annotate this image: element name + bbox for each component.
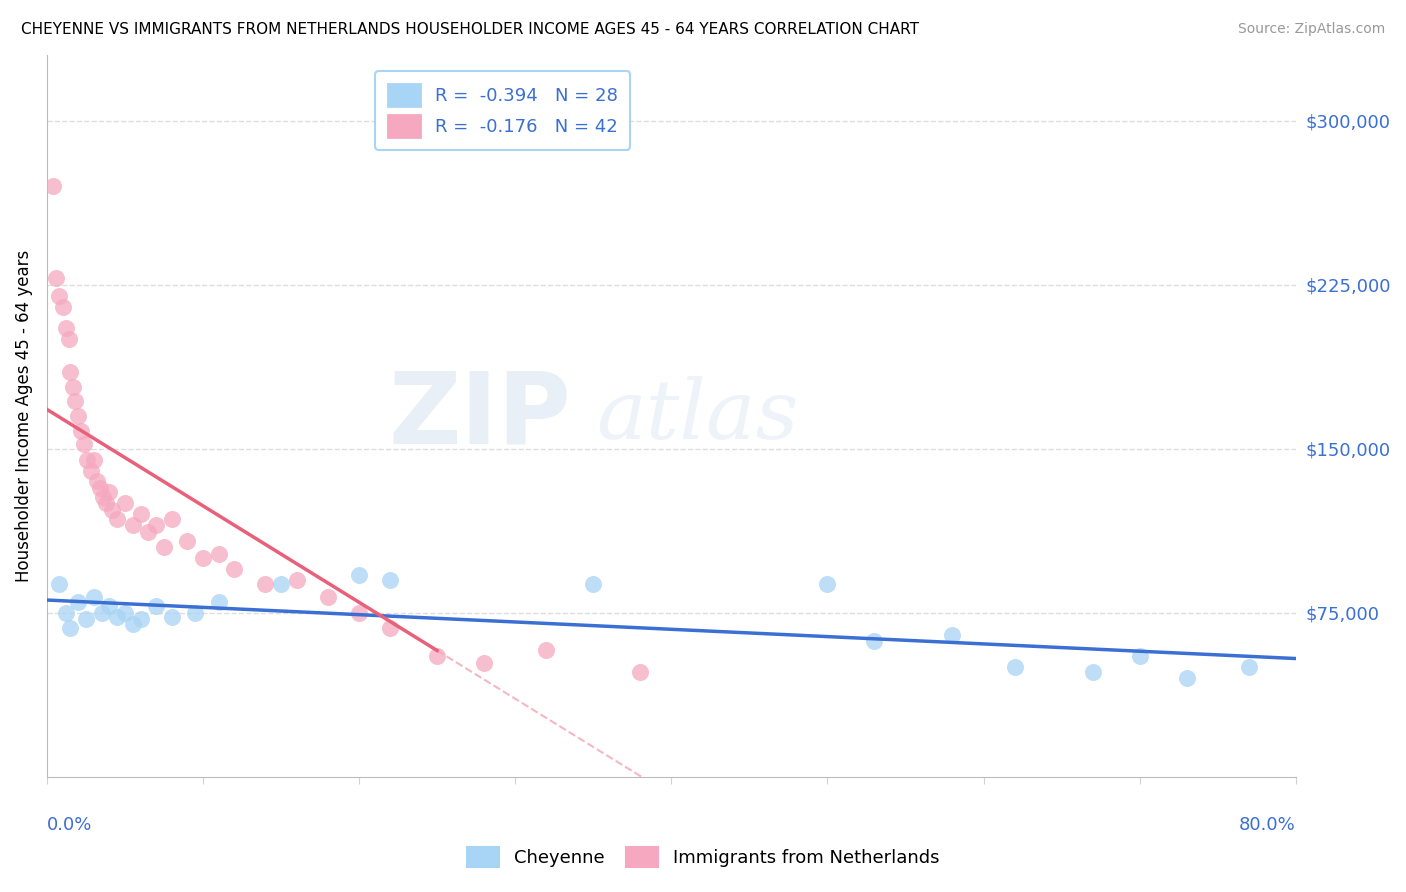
Point	[817, 577, 839, 591]
Point	[63, 393, 86, 408]
Point	[83, 591, 105, 605]
Text: atlas: atlas	[596, 376, 799, 456]
Text: Source: ZipAtlas.com: Source: ZipAtlas.com	[1237, 22, 1385, 37]
Text: 0.0%: 0.0%	[46, 816, 93, 834]
Point	[83, 452, 105, 467]
Point	[105, 511, 128, 525]
Point	[582, 577, 605, 591]
Text: ZIP: ZIP	[388, 368, 571, 465]
Point	[73, 437, 96, 451]
Point	[42, 179, 65, 194]
Text: 80.0%: 80.0%	[1239, 816, 1296, 834]
Point	[114, 496, 136, 510]
Point	[1004, 660, 1026, 674]
Point	[1175, 671, 1198, 685]
Point	[1081, 665, 1104, 679]
Point	[1129, 649, 1152, 664]
Point	[105, 610, 128, 624]
Text: CHEYENNE VS IMMIGRANTS FROM NETHERLANDS HOUSEHOLDER INCOME AGES 45 - 64 YEARS CO: CHEYENNE VS IMMIGRANTS FROM NETHERLANDS …	[21, 22, 920, 37]
Point	[160, 610, 183, 624]
Point	[129, 508, 152, 522]
Point	[347, 606, 370, 620]
Point	[59, 621, 82, 635]
Point	[76, 452, 98, 467]
Point	[380, 573, 402, 587]
Point	[207, 595, 229, 609]
Point	[75, 612, 97, 626]
Point	[48, 288, 70, 302]
Point	[101, 503, 124, 517]
Point	[160, 511, 183, 525]
Legend: Cheyenne, Immigrants from Netherlands: Cheyenne, Immigrants from Netherlands	[460, 839, 946, 874]
Point	[153, 540, 176, 554]
Point	[121, 518, 143, 533]
Point	[79, 464, 101, 478]
Point	[426, 649, 449, 664]
Point	[114, 606, 136, 620]
Point	[62, 380, 84, 394]
Point	[138, 524, 160, 539]
Point	[67, 595, 90, 609]
Point	[89, 481, 111, 495]
Point	[55, 321, 77, 335]
Point	[96, 496, 118, 510]
Point	[254, 577, 277, 591]
Point	[98, 485, 121, 500]
Point	[70, 424, 93, 438]
Point	[176, 533, 198, 548]
Point	[191, 551, 214, 566]
Point	[48, 577, 70, 591]
Point	[98, 599, 121, 613]
Y-axis label: Householder Income Ages 45 - 64 years: Householder Income Ages 45 - 64 years	[15, 250, 32, 582]
Point	[628, 665, 651, 679]
Point	[121, 616, 143, 631]
Point	[51, 300, 73, 314]
Point	[224, 562, 246, 576]
Point	[86, 475, 108, 489]
Point	[316, 591, 339, 605]
Point	[67, 409, 90, 423]
Point	[285, 573, 308, 587]
Point	[58, 332, 80, 346]
Point	[941, 627, 963, 641]
Point	[380, 621, 402, 635]
Point	[90, 606, 112, 620]
Point	[129, 612, 152, 626]
Point	[91, 490, 114, 504]
Point	[863, 634, 886, 648]
Point	[472, 656, 495, 670]
Point	[207, 547, 229, 561]
Point	[270, 577, 292, 591]
Point	[55, 606, 77, 620]
Point	[1237, 660, 1260, 674]
Point	[145, 599, 167, 613]
Point	[184, 606, 207, 620]
Point	[145, 518, 167, 533]
Legend: R =  -0.394   N = 28, R =  -0.176   N = 42: R = -0.394 N = 28, R = -0.176 N = 42	[375, 71, 630, 150]
Point	[45, 271, 67, 285]
Point	[536, 642, 558, 657]
Point	[347, 568, 370, 582]
Point	[59, 365, 82, 379]
